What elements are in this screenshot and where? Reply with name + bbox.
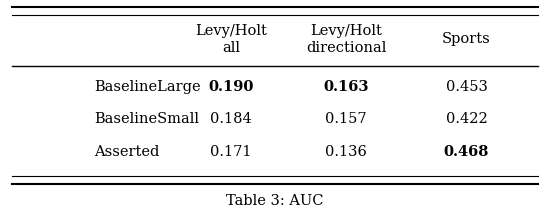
Text: 0.422: 0.422 [446,112,487,126]
Text: 0.171: 0.171 [211,145,252,159]
Text: Asserted: Asserted [95,145,160,159]
Text: Levy/Holt
directional: Levy/Holt directional [306,24,386,54]
Text: 0.190: 0.190 [208,80,254,94]
Text: BaselineSmall: BaselineSmall [95,112,200,126]
Text: 0.468: 0.468 [444,145,489,159]
Text: Sports: Sports [442,32,491,46]
Text: 0.157: 0.157 [326,112,367,126]
Text: Levy/Holt
all: Levy/Holt all [195,24,267,54]
Text: 0.184: 0.184 [210,112,252,126]
Text: BaselineLarge: BaselineLarge [95,80,201,94]
Text: Table 3: AUC: Table 3: AUC [226,194,324,208]
Text: 0.136: 0.136 [325,145,367,159]
Text: 0.453: 0.453 [446,80,487,94]
Text: 0.163: 0.163 [323,80,369,94]
